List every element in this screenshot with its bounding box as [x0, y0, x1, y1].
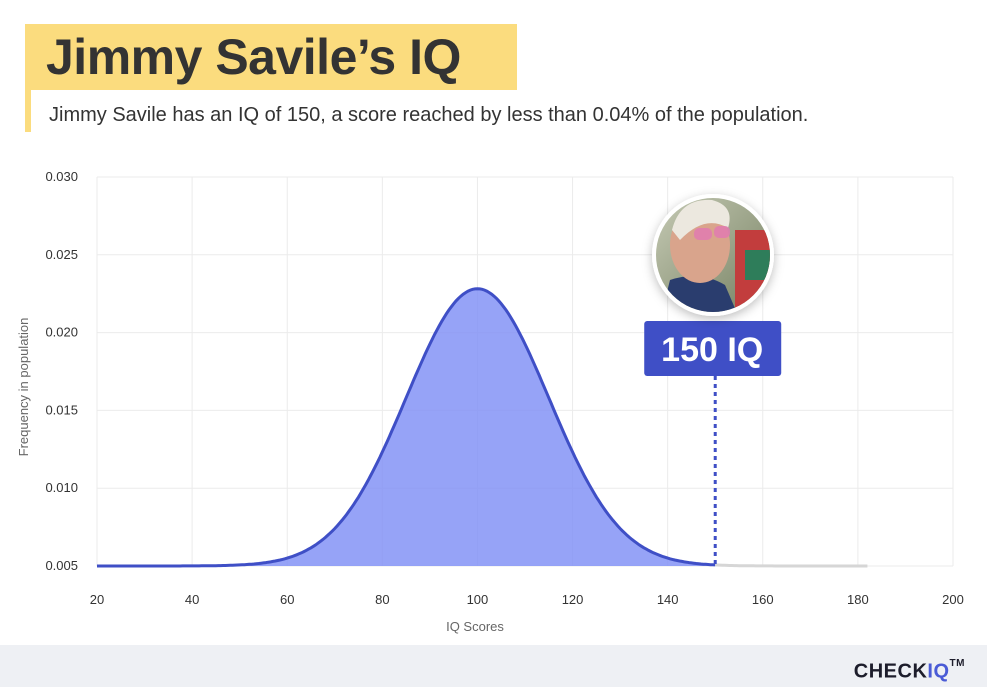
x-tick-label: 180	[847, 592, 869, 607]
x-axis-label: IQ Scores	[446, 619, 504, 634]
x-tick-label: 160	[752, 592, 774, 607]
x-tick-label: 60	[280, 592, 294, 607]
x-tick-label: 40	[185, 592, 199, 607]
distribution-line	[97, 287, 716, 568]
x-axis-ticks: 20 40 60 80 100 120 140 160 180 200	[90, 592, 964, 607]
iq-distribution-chart: 0.005 0.010 0.015 0.020 0.025 0.030 20 40 60 80 1…	[16, 169, 964, 634]
distribution-area	[97, 288, 716, 566]
distribution-tail-line	[715, 563, 868, 568]
subtitle-accent-bar	[25, 90, 31, 132]
y-tick-label: 0.005	[45, 558, 78, 573]
y-tick-label: 0.025	[45, 247, 78, 262]
page-title: Jimmy Savile’s IQ	[46, 29, 461, 85]
x-tick-label: 80	[375, 592, 389, 607]
x-tick-label: 100	[467, 592, 489, 607]
y-tick-label: 0.020	[45, 325, 78, 340]
x-tick-label: 200	[942, 592, 964, 607]
y-axis-label: Frequency in population	[16, 318, 31, 457]
marker-badge	[644, 321, 782, 376]
marker-label: 150 IQ	[661, 331, 763, 369]
footer: CHECKIQTM	[0, 645, 987, 687]
x-tick-label: 20	[90, 592, 104, 607]
score-marker: 150 IQ	[644, 321, 782, 566]
title-highlight	[25, 24, 517, 90]
x-tick-label: 140	[657, 592, 679, 607]
y-tick-label: 0.010	[45, 480, 78, 495]
page-subtitle: Jimmy Savile has an IQ of 150, a score r…	[49, 104, 809, 126]
x-tick-label: 120	[562, 592, 584, 607]
y-axis-ticks: 0.005 0.010 0.015 0.020 0.025 0.030	[45, 169, 78, 573]
distribution-series	[97, 287, 868, 568]
y-tick-label: 0.015	[45, 402, 78, 417]
checkiq-logo[interactable]: CHECKIQTM	[853, 658, 965, 683]
person-photo-icon	[652, 194, 774, 316]
y-tick-label: 0.030	[45, 169, 78, 184]
